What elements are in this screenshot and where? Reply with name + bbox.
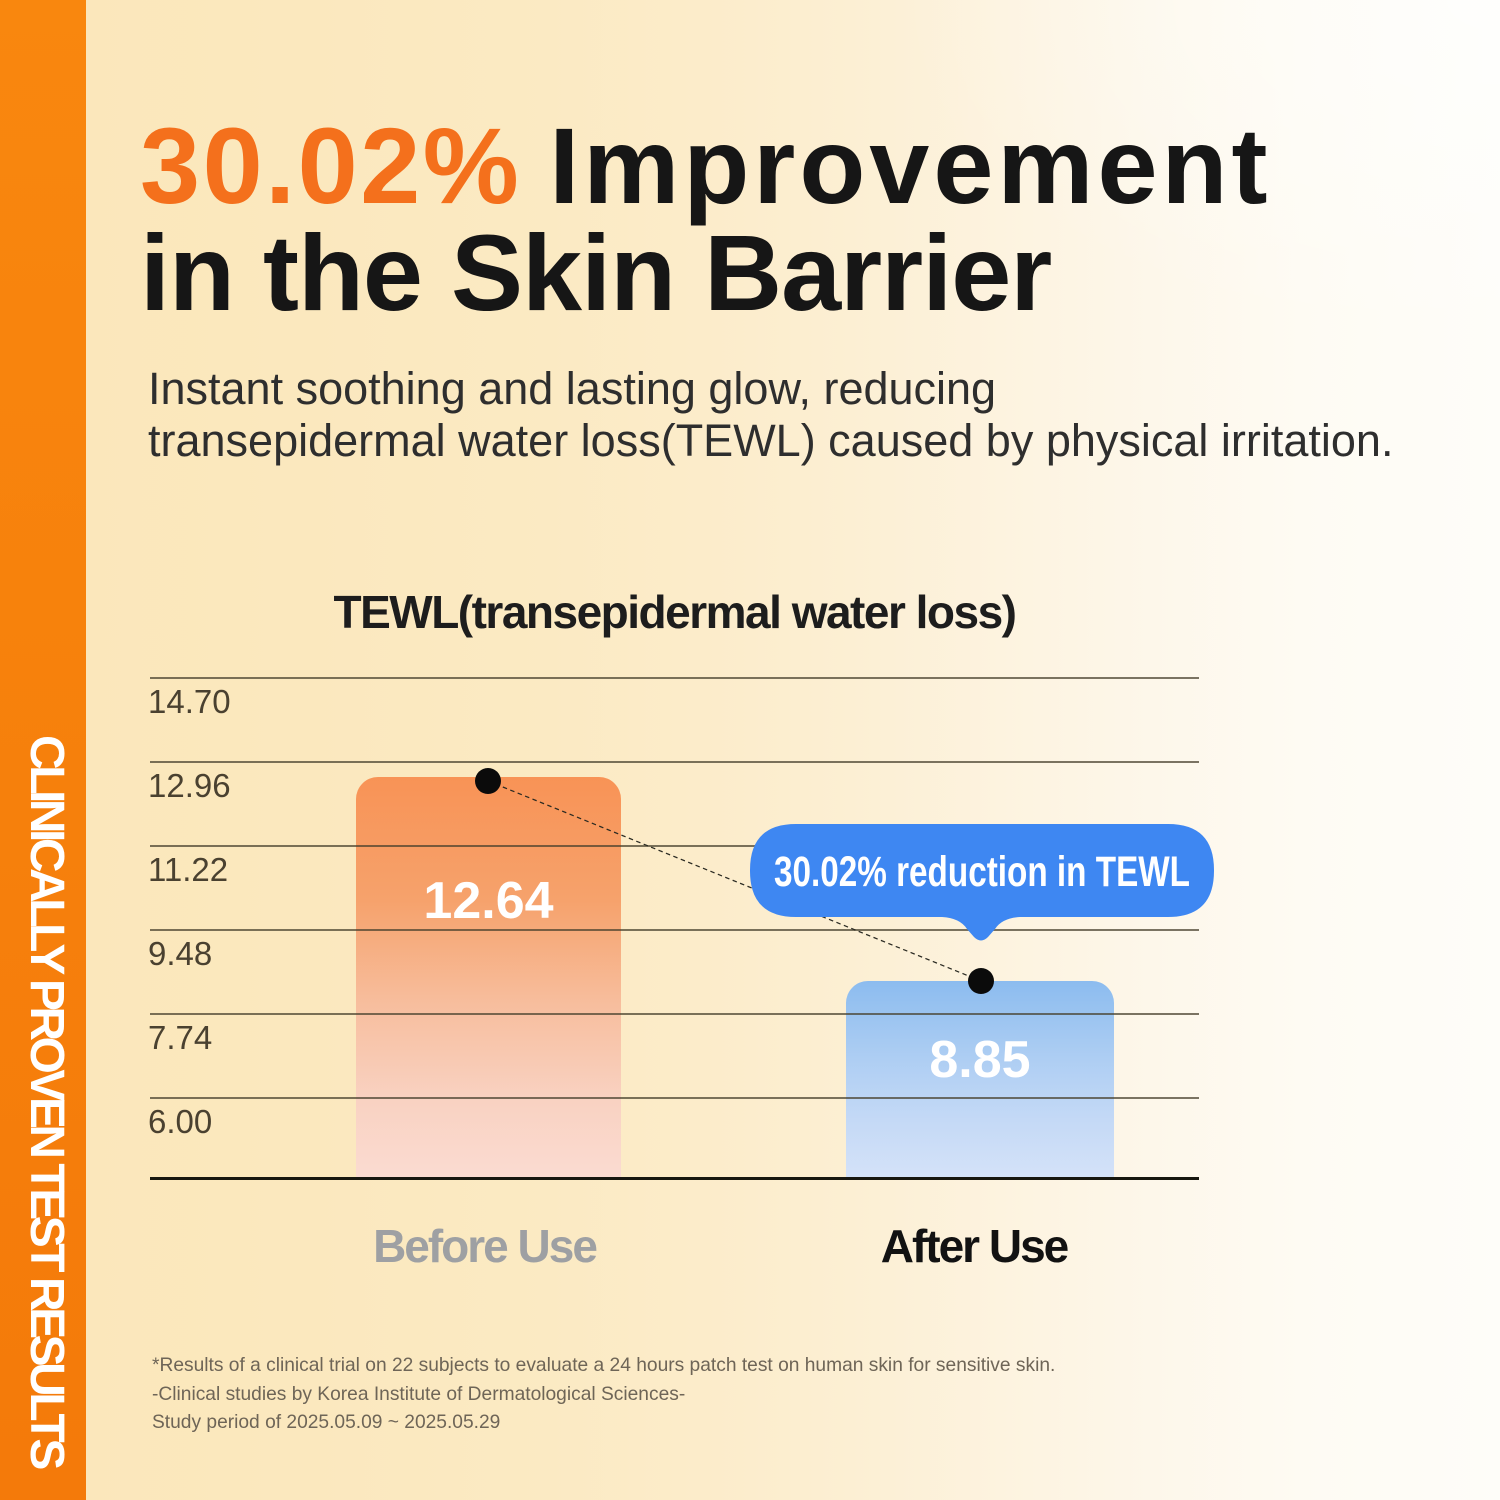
svg-text:30.02% reduction in TEWL: 30.02% reduction in TEWL [774,848,1190,896]
